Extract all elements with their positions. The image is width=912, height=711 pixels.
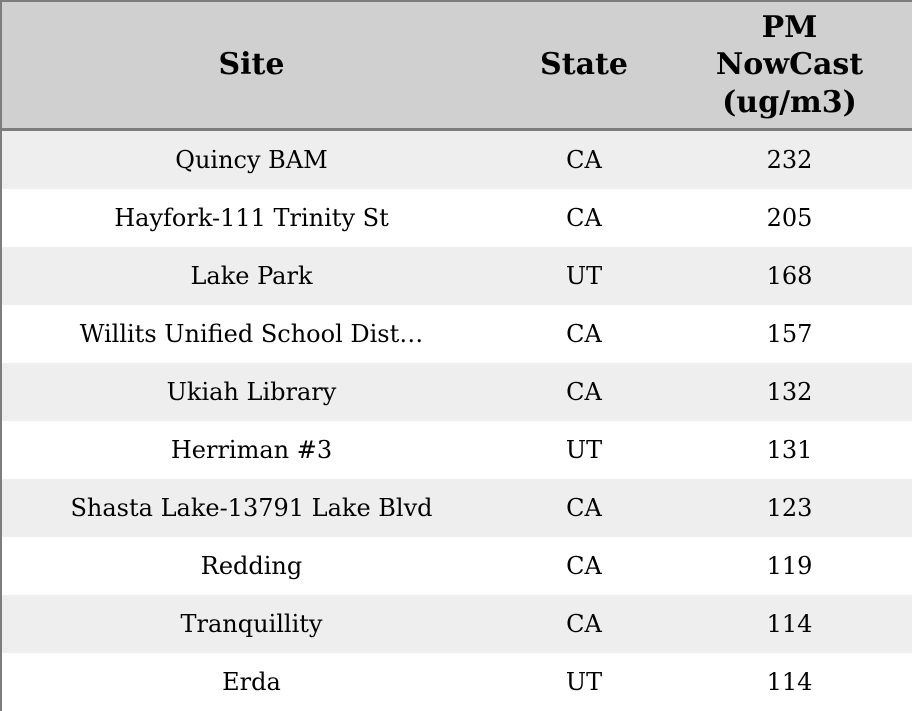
cell-state: CA — [566, 204, 602, 232]
cell-pm: 131 — [766, 436, 813, 464]
cell-pm: 168 — [766, 262, 813, 290]
cell-site: Herriman #3 — [170, 436, 333, 464]
cell-state: UT — [565, 668, 603, 696]
cell-pm: 123 — [766, 494, 813, 522]
cell-site: Willits Unified School Dist… — [79, 320, 424, 348]
column-header-state-label: State — [540, 47, 628, 83]
cell-state: CA — [566, 146, 602, 174]
cell-state: UT — [565, 436, 603, 464]
table-row: Erda UT 114 — [1, 653, 912, 711]
cell-site: Shasta Lake-13791 Lake Blvd — [70, 494, 433, 522]
cell-site: Erda — [222, 668, 281, 696]
cell-pm: 157 — [766, 320, 813, 348]
cell-state: CA — [566, 494, 602, 522]
cell-state: UT — [565, 262, 603, 290]
cell-pm: 132 — [766, 378, 813, 406]
cell-site: Quincy BAM — [175, 146, 328, 174]
column-header-site-label: Site — [218, 47, 285, 83]
table-row: Willits Unified School Dist… CA 157 — [1, 305, 912, 363]
table-row: Redding CA 119 — [1, 537, 912, 595]
cell-state: CA — [566, 378, 602, 406]
cell-site: Lake Park — [190, 262, 313, 290]
cell-pm: 232 — [766, 146, 813, 174]
table-body: Quincy BAM CA 232 Hayfork-111 Trinity St CA 2… — [1, 129, 912, 711]
cell-pm: 114 — [766, 610, 813, 638]
cell-pm: 119 — [766, 552, 813, 580]
table-row: Shasta Lake-13791 Lake Blvd CA 123 — [1, 479, 912, 537]
table-row: Lake Park UT 168 — [1, 247, 912, 305]
cell-state: CA — [566, 320, 602, 348]
cell-site: Hayfork-111 Trinity St — [114, 204, 389, 232]
header-row: Site State PM NowCast (ug/m3) — [1, 1, 912, 131]
table-row: Herriman #3 UT 131 — [1, 421, 912, 479]
cell-pm: 114 — [766, 668, 813, 696]
cell-pm: 205 — [766, 204, 813, 232]
cell-site: Tranquillity — [180, 610, 323, 638]
table-row: Quincy BAM CA 232 — [1, 129, 912, 189]
column-header-pm-nowcast: PM NowCast (ug/m3) — [667, 1, 912, 131]
cell-state: CA — [566, 552, 602, 580]
column-header-site: Site — [1, 1, 501, 131]
cell-state: CA — [566, 610, 602, 638]
column-header-pm-nowcast-label: PM NowCast (ug/m3) — [715, 9, 864, 120]
column-header-state: State — [501, 1, 667, 131]
table-header: Site State PM NowCast (ug/m3) — [1, 1, 912, 131]
cell-site: Redding — [200, 552, 303, 580]
table-row: Tranquillity CA 114 — [1, 595, 912, 653]
table-row: Hayfork-111 Trinity St CA 205 — [1, 189, 912, 247]
cell-site: Ukiah Library — [166, 378, 337, 406]
table-row: Ukiah Library CA 132 — [1, 363, 912, 421]
